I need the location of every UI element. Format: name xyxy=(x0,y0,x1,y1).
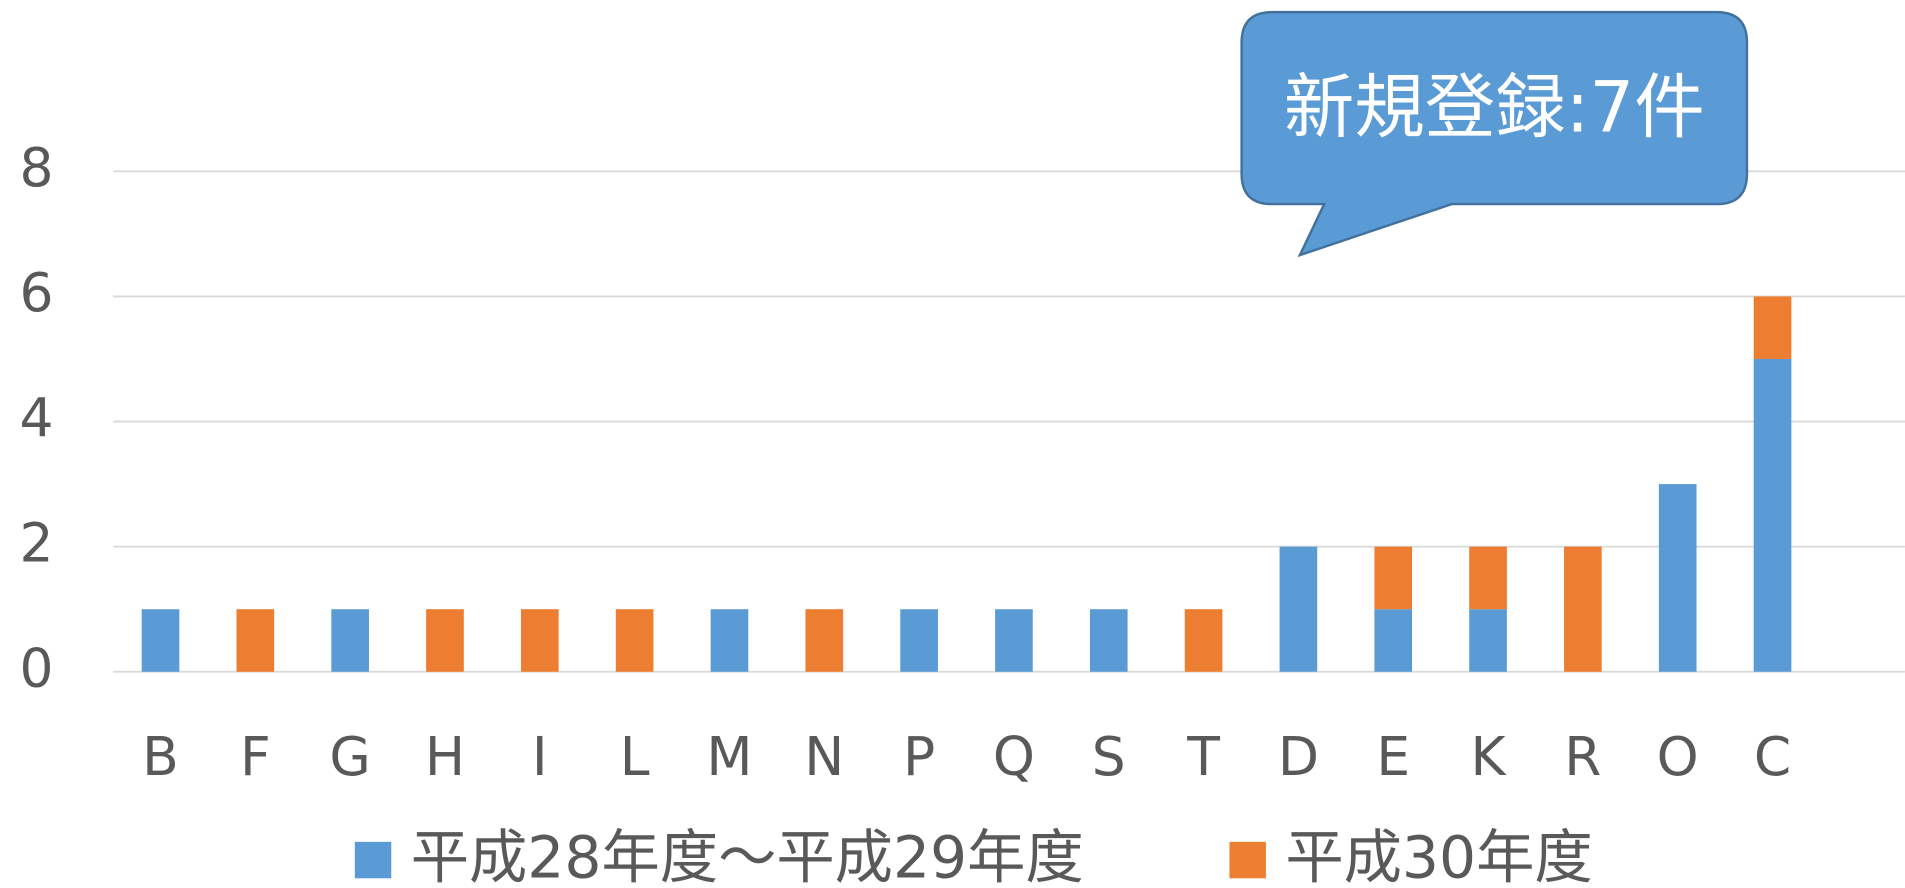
bar-segment xyxy=(1469,609,1507,672)
bar-segment xyxy=(1564,546,1602,672)
bar-segment xyxy=(1658,484,1697,672)
callout-shape xyxy=(1240,10,1749,258)
bar-segment xyxy=(1753,296,1792,359)
bar-segment xyxy=(426,609,464,672)
bar-segment xyxy=(1374,546,1413,610)
x-tick-label: G xyxy=(329,725,370,788)
bar-segment xyxy=(1279,546,1318,672)
bar-segment xyxy=(520,609,559,672)
x-tick-label: M xyxy=(706,725,752,788)
bar-segment xyxy=(710,609,749,672)
x-tick-label: F xyxy=(240,725,271,788)
bar-segment xyxy=(900,609,938,672)
y-tick-label: 6 xyxy=(20,261,54,324)
bar-segment xyxy=(141,609,180,672)
x-tick-label: D xyxy=(1278,725,1319,788)
x-tick-label: B xyxy=(142,725,179,788)
x-tick-label: C xyxy=(1754,725,1791,788)
x-tick-label: I xyxy=(532,725,548,788)
legend-label: 平成28年度～平成29年度 xyxy=(411,823,1084,888)
x-tick-label: S xyxy=(1092,725,1126,788)
bar-segment xyxy=(236,609,275,672)
bar-segment xyxy=(805,609,844,672)
y-tick-label: 8 xyxy=(20,136,54,199)
callout-text: 新規登録:7件 xyxy=(1284,66,1705,148)
x-tick-label: O xyxy=(1657,725,1699,788)
bar-segment xyxy=(995,609,1033,672)
legend-label: 平成30年度 xyxy=(1285,823,1592,888)
x-tick-label: L xyxy=(620,725,650,788)
bar-segment xyxy=(1089,609,1128,672)
x-tick-label: P xyxy=(903,725,935,788)
y-tick-label: 4 xyxy=(20,386,54,449)
x-tick-label: R xyxy=(1564,725,1601,788)
callout: 新規登録:7件 xyxy=(1240,10,1749,258)
x-tick-label: T xyxy=(1186,725,1220,788)
x-tick-label: K xyxy=(1471,725,1508,788)
bar-segment xyxy=(331,609,369,672)
legend-swatch xyxy=(1229,841,1266,879)
x-tick-label: N xyxy=(804,725,844,788)
bar-segment xyxy=(1184,609,1223,672)
bar-segment xyxy=(1374,609,1413,672)
y-tick-label: 0 xyxy=(20,636,54,699)
x-tick-label: H xyxy=(425,725,465,788)
y-tick-label: 2 xyxy=(20,511,54,574)
bar-segment xyxy=(1753,358,1792,672)
legend-swatch xyxy=(354,841,392,879)
bar-segment xyxy=(615,609,654,672)
bar-segment xyxy=(1469,546,1507,610)
x-tick-label: E xyxy=(1376,725,1410,788)
x-tick-label: Q xyxy=(993,725,1035,788)
